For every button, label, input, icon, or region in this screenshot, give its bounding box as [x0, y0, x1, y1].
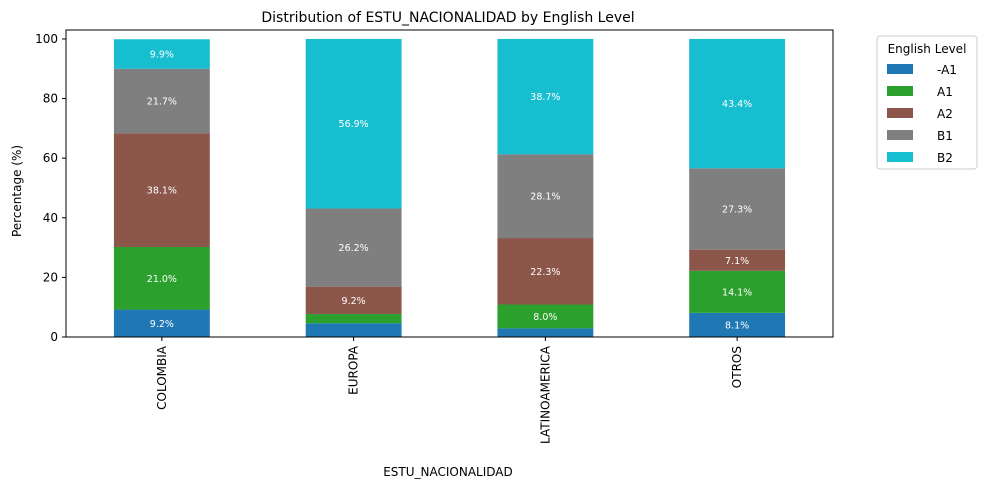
- y-tick-label: 100: [35, 32, 58, 46]
- bar-segment-label: 27.3%: [722, 204, 752, 215]
- bar-segment-label: 26.2%: [339, 243, 369, 254]
- y-tick-label: 20: [43, 270, 58, 284]
- bar-segment: [689, 249, 786, 271]
- bar-segment: [113, 68, 210, 134]
- legend-swatch: [887, 152, 913, 162]
- bar-segment: [689, 38, 786, 169]
- bar-segment: [305, 314, 402, 324]
- bar-segment: [113, 309, 210, 337]
- legend-swatch: [887, 108, 913, 118]
- legend: English Level -A1 A1 A2 B1 B2: [876, 35, 978, 170]
- bar-segment-label: 9.2%: [150, 319, 174, 330]
- bar-segment: [113, 133, 210, 247]
- y-tick-label: 60: [43, 151, 58, 165]
- legend-title: English Level: [888, 42, 967, 56]
- bar-segment: [689, 270, 786, 313]
- chart-title: Distribution of ESTU_NACIONALIDAD by Eng…: [261, 10, 634, 26]
- x-tick-label: OTROS: [730, 346, 744, 388]
- bar-segment: [305, 208, 402, 287]
- bar-segment: [305, 323, 402, 337]
- plot-frame: [65, 29, 834, 338]
- bar-segment-label: 9.2%: [342, 296, 366, 307]
- bar-segment-label: 28.1%: [530, 192, 560, 203]
- x-tick-label: EUROPA: [347, 345, 361, 395]
- bar-segment: [497, 304, 594, 329]
- bar-segment-label: 7.1%: [725, 256, 749, 267]
- bar-segment-label: 9.9%: [150, 49, 174, 60]
- bar-segment-label: 56.9%: [339, 119, 369, 130]
- x-axis: COLOMBIA EUROPA LATINOAMERICA OTROS: [155, 337, 744, 444]
- bar-segment: [689, 168, 786, 250]
- bar-segment: [497, 154, 594, 239]
- y-axis-label: Percentage (%): [10, 145, 24, 237]
- bar-segment-label: 38.7%: [530, 92, 560, 103]
- bar-segment-label: 14.1%: [722, 287, 752, 298]
- bar-segment: [305, 38, 402, 209]
- legend-entry-label: B2: [937, 151, 953, 165]
- legend-swatch: [887, 64, 913, 74]
- bar-segment-label: 22.3%: [530, 267, 560, 278]
- y-tick-label: 0: [50, 330, 58, 344]
- bar-segment-label: 8.1%: [725, 320, 749, 331]
- bar-segment-label: 21.7%: [147, 97, 177, 108]
- bar-segment-label: 21.0%: [147, 274, 177, 285]
- y-axis: 0 20 40 60 80 100: [35, 32, 66, 344]
- legend-swatch: [887, 130, 913, 140]
- bar-segment-label: 8.0%: [533, 312, 557, 323]
- legend-entry-label: A1: [937, 85, 953, 99]
- bar-segment: [497, 328, 594, 337]
- bar-segment: [497, 238, 594, 305]
- bar-segment-label: 38.1%: [147, 186, 177, 197]
- legend-entry-label: -A1: [937, 63, 957, 77]
- x-axis-label: ESTU_NACIONALIDAD: [383, 465, 513, 479]
- legend-entry-label: A2: [937, 107, 953, 121]
- x-tick-label: LATINOAMERICA: [538, 345, 552, 444]
- y-tick-label: 40: [43, 211, 58, 225]
- x-tick-label: COLOMBIA: [155, 345, 169, 410]
- bar-segment: [689, 312, 786, 337]
- bar-segment-label: 43.4%: [722, 99, 752, 110]
- y-tick-label: 80: [43, 92, 58, 106]
- bar-segment: [113, 246, 210, 310]
- bar-segment: [497, 38, 594, 155]
- legend-swatch: [887, 86, 913, 96]
- bar-segment: [113, 39, 210, 69]
- plot-area: 9.2% 21.0% 38.1% 21.7% 9.9% 9.2% 26.2% 56.9% 8.0…: [113, 38, 786, 337]
- legend-entry-label: B1: [937, 129, 953, 143]
- bar-segment: [305, 286, 402, 315]
